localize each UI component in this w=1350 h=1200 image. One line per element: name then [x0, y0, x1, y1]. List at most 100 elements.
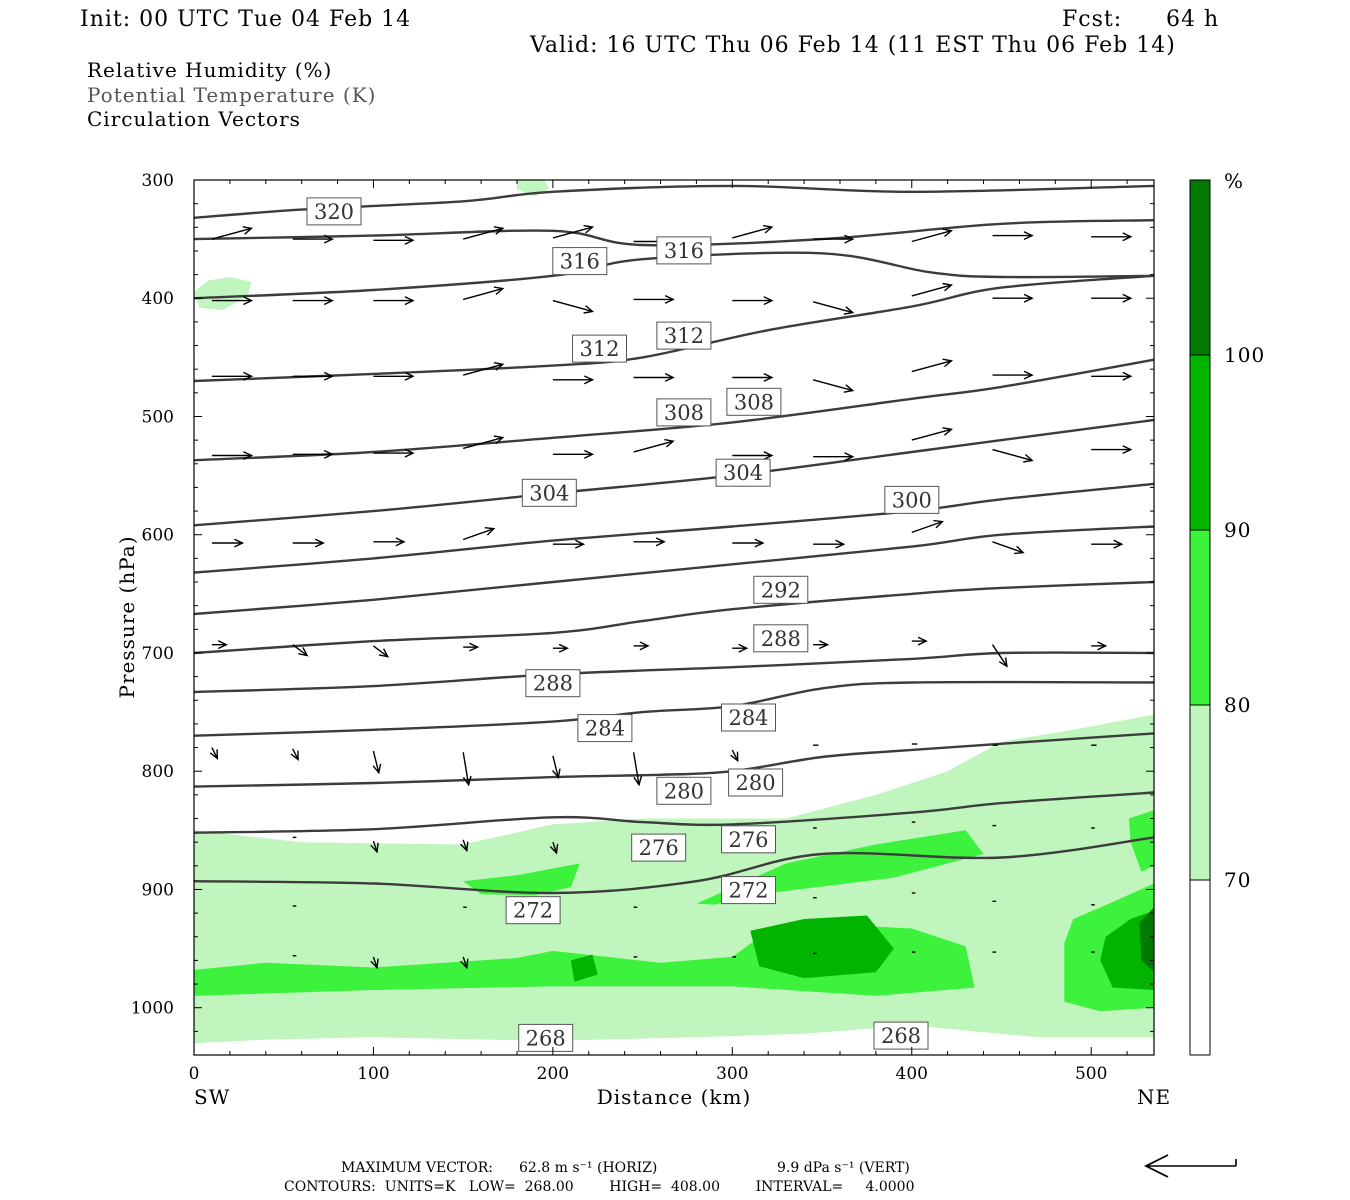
vector-head: [664, 294, 675, 304]
circulation-vector: [732, 372, 774, 382]
circulation-vector: [292, 296, 334, 306]
vector-shaft: [812, 379, 853, 392]
theta-contour-316: [193, 219, 1155, 247]
vector-head: [370, 958, 379, 970]
contour-label: 316: [656, 236, 712, 265]
vector-head: [323, 371, 334, 381]
vector-shaft: [372, 645, 389, 658]
x-axis-ticks: 0 100 200 300 400 500: [189, 180, 1128, 1084]
contour-label: 268: [873, 1021, 929, 1050]
contour-label-text: 288: [761, 627, 801, 651]
contour-label-text: 284: [585, 717, 625, 741]
vector-head: [730, 751, 739, 763]
theta-contour-272: [193, 791, 1155, 834]
contour-label: 288: [525, 669, 581, 698]
circulation-vector: [1091, 641, 1108, 651]
vector-head: [633, 775, 643, 787]
vector-head: [583, 305, 595, 314]
contour-label-text: 308: [734, 390, 774, 414]
circulation-vector: [732, 296, 774, 306]
circulation-vector: [992, 448, 1034, 463]
rh-region-80-7: [1128, 810, 1154, 872]
circulation-vector: [290, 748, 299, 761]
contour-label-box: [873, 1021, 929, 1050]
circulation-vector: [552, 299, 595, 314]
vector-shaft: [292, 644, 308, 657]
vector-head: [459, 958, 469, 970]
vector-head: [942, 358, 953, 368]
x-end-label-sw: SW: [194, 1085, 230, 1109]
circulation-vector: [813, 640, 830, 650]
circulation-vector: [552, 539, 586, 549]
init-time: Init: 00 UTC Tue 04 Feb 14: [80, 7, 411, 32]
circulation-vector: [459, 956, 469, 970]
vector-head: [323, 449, 334, 459]
vector-head: [574, 539, 586, 549]
contour-label-text: 316: [560, 250, 600, 274]
vector-head: [1122, 445, 1133, 455]
vector-head: [917, 636, 928, 646]
reference-vector-arrow: [1143, 1154, 1237, 1178]
contour-label: 276: [631, 833, 687, 862]
circulation-vector: [211, 640, 228, 650]
circulation-vector: [633, 438, 675, 453]
vector-head: [217, 640, 228, 650]
theta-contour-288: [193, 580, 1155, 655]
contour-label-text: 316: [664, 239, 704, 263]
vector-head: [738, 643, 749, 653]
circulation-vector: [463, 226, 505, 240]
vector-head: [243, 296, 254, 306]
contour-label-box: [884, 485, 940, 514]
vector-head: [763, 296, 774, 306]
vector-head: [243, 451, 254, 461]
circulation-vector: [463, 286, 505, 301]
vector-head: [493, 226, 505, 235]
contour-label: 312: [656, 321, 712, 350]
rh-region-90-8: [570, 954, 598, 982]
vector-head: [998, 657, 1008, 668]
theta-contour-268: [193, 836, 1155, 895]
x-tick-label: 400: [896, 1064, 928, 1084]
x-axis-title: Distance (km): [597, 1085, 752, 1109]
vector-head: [404, 296, 415, 306]
contour-label-box: [721, 703, 776, 732]
vector-head: [655, 537, 666, 547]
vector-head: [1122, 232, 1133, 242]
contour-label-box: [552, 247, 608, 276]
contour-label: 320: [306, 197, 362, 226]
vector-head: [372, 763, 382, 775]
vector-shaft: [463, 287, 503, 301]
contour-label: 300: [884, 485, 940, 514]
contour-label-text: 276: [639, 836, 679, 860]
vector-head: [844, 452, 855, 462]
vector-head: [583, 224, 595, 234]
contour-label-box: [656, 236, 712, 265]
circulation-vector: [730, 749, 739, 763]
humidity-fill-layer: [194, 180, 1154, 1044]
circulation-vector: [292, 234, 334, 244]
theta-contour-276: [193, 732, 1155, 788]
vector-shaft: [372, 840, 378, 853]
vector-shaft: [372, 750, 380, 773]
x-tick-label: 500: [1075, 1064, 1107, 1084]
y-tick-label: 800: [142, 762, 174, 782]
vector-shaft: [463, 363, 503, 376]
colorbar-unit: %: [1224, 169, 1244, 193]
circulation-vector: [1091, 445, 1133, 455]
vector-shaft: [911, 360, 952, 373]
circulation-vector: [292, 538, 325, 548]
x-tick-label: 100: [357, 1064, 389, 1084]
contour-label: 280: [728, 768, 784, 797]
vector-head: [323, 234, 334, 244]
colorbar-label: 80: [1224, 693, 1251, 717]
vector-head: [1023, 231, 1034, 241]
circulation-vector: [463, 435, 505, 450]
vector-head: [459, 841, 469, 853]
contour-label-text: 300: [892, 488, 932, 512]
colorbar-label: 90: [1224, 518, 1251, 542]
circulation-vector: [370, 840, 379, 854]
y-tick-label: 700: [142, 644, 174, 664]
y-axis-ticks: 300 400 500 600 700 800 900 1000: [131, 171, 1154, 1032]
contour-label-text: 304: [723, 461, 763, 485]
colorbar-segment: [1190, 355, 1210, 530]
